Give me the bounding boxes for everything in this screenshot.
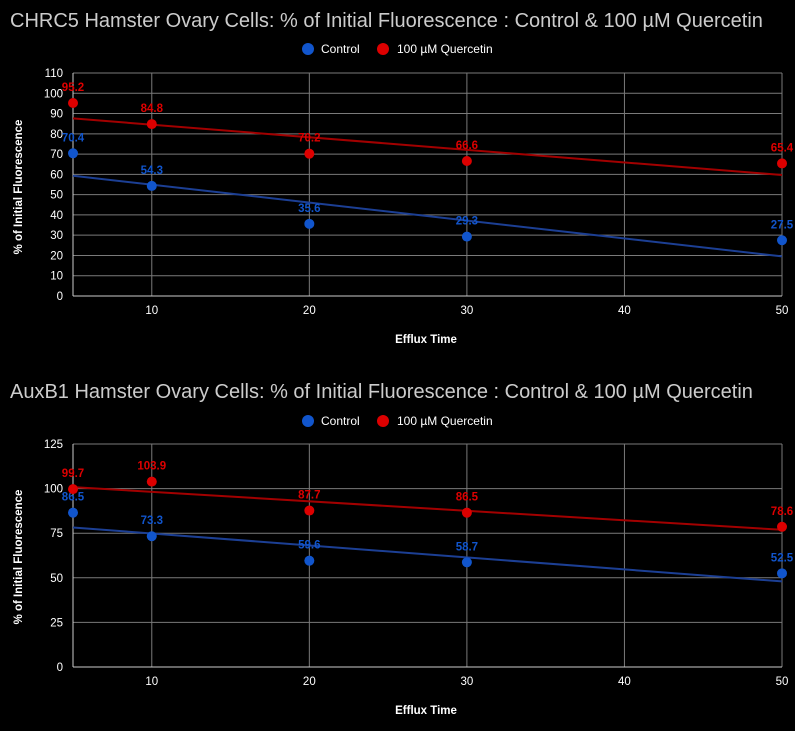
chart-2-quercetin-label-20: 87.7 (298, 490, 320, 502)
chart-2-xtick-40: 40 (618, 676, 631, 688)
chart-1-control-point-5 (68, 148, 78, 159)
chart-2-ylabel: % of Initial Fluorescence (13, 490, 25, 625)
chart-2-xtick-20: 20 (303, 676, 316, 688)
chart-1-quercetin-label-30: 66.6 (456, 140, 478, 152)
chart-2-quercetin-label-10: 103.9 (137, 461, 166, 473)
chart-1-xtick-40: 40 (618, 305, 631, 317)
chart-2-control-label-20: 59.6 (298, 540, 320, 552)
chart-1-legend: Control 100 µM Quercetin (302, 42, 493, 56)
chart-2-trendline-quercetin (72, 486, 783, 531)
chart-1-plot-area: 0 10 20 30 40 50 60 70 80 90 100 110 10 20 30 40 50 70.4 5… (44, 68, 794, 317)
chart-1-ytick-110: 110 (45, 68, 63, 80)
chart-2-ytick-125: 125 (44, 439, 63, 451)
chart-1-title: CHRC5 Hamster Ovary Cells: % of Initial … (10, 10, 763, 32)
chart-1-ytick-100: 100 (44, 88, 63, 100)
chart-2-quercetin-point-10 (146, 476, 157, 487)
chart-1-ytick-50: 50 (50, 190, 63, 202)
chart-2-quercetin-point-5 (68, 484, 78, 495)
chart-2-xlabel: Efflux Time (395, 705, 457, 717)
chart-1-quercetin-point-10 (146, 119, 157, 130)
chart-1-quercetin-point-30 (461, 155, 472, 166)
chart-2-xtick-50: 50 (776, 676, 789, 688)
chart-1-ytick-60: 60 (50, 169, 63, 181)
chart-1-ytick-90: 90 (50, 109, 63, 121)
chart-1-ytick-40: 40 (50, 210, 63, 222)
chart-2-legend-quercetin-label: 100 µM Quercetin (397, 414, 493, 428)
chart-1-quercetin-point-50 (777, 158, 787, 169)
chart-1-legend-control-label: Control (321, 42, 360, 56)
chart-1-control-point-20 (304, 218, 315, 229)
chart-2-legend: Control 100 µM Quercetin (302, 414, 493, 428)
chart-1-control-point-30 (461, 231, 472, 242)
chart-2-title: AuxB1 Hamster Ovary Cells: % of Initial … (10, 381, 753, 403)
chart-1-quercetin-label-50: 65.4 (771, 142, 794, 154)
chart-1-ytick-10: 10 (50, 271, 63, 283)
chart-1-control-label-50: 27.5 (771, 219, 794, 231)
chart-2-ytick-50: 50 (50, 573, 63, 585)
chart-1-xlabel: Efflux Time (395, 334, 457, 346)
chart-1-control-label-10: 54.3 (141, 165, 163, 177)
chart-1-legend-quercetin-marker (377, 43, 389, 55)
chart-2-xtick-30: 30 (460, 676, 473, 688)
chart-2-control-point-5 (68, 507, 78, 518)
chart-2-control-label-5: 86.5 (62, 492, 85, 504)
chart-2-quercetin-label-5: 99.7 (62, 468, 84, 480)
chart-1-trendline-quercetin (72, 117, 783, 177)
chart-1-quercetin-point-5 (68, 98, 78, 109)
chart-1-ylabel: % of Initial Fluorescence (13, 120, 25, 255)
chart-1-quercetin-label-20: 70.2 (298, 133, 320, 145)
chart-1-control-point-50 (777, 235, 787, 246)
chart-1-ytick-80: 80 (50, 129, 63, 141)
chart-1-ytick-70: 70 (50, 149, 63, 161)
chart-1-ytick-30: 30 (50, 230, 63, 242)
chart-2-xtick-10: 10 (145, 676, 158, 688)
chart-1-control-point-10 (146, 180, 157, 191)
chart-2-legend-quercetin-marker (377, 415, 389, 427)
chart-2-quercetin-point-20 (304, 505, 315, 516)
chart-1-quercetin-label-10: 84.8 (141, 103, 164, 115)
chart-2-ytick-100: 100 (44, 484, 63, 496)
chart-2-control-point-30 (461, 557, 472, 568)
chart-2-control-label-50: 52.5 (771, 552, 794, 564)
chart-1-legend-control-marker (302, 43, 314, 55)
chart-1-control-label-30: 29.3 (456, 216, 478, 228)
chart-1-trendline-control (72, 174, 783, 258)
chart-2-ytick-75: 75 (50, 528, 63, 540)
chart-2-control-point-50 (777, 568, 787, 579)
chart-2-ytick-25: 25 (50, 617, 63, 629)
chart-1-control-label-5: 70.4 (62, 132, 85, 144)
chart-1-quercetin-label-5: 95.2 (62, 82, 84, 94)
chart-2-control-point-20 (304, 555, 315, 566)
chart-2-quercetin-label-50: 78.6 (771, 506, 793, 518)
chart-2-quercetin-point-50 (777, 521, 787, 532)
chart-1-ytick-0: 0 (57, 291, 63, 303)
chart-1-xtick-20: 20 (303, 305, 316, 317)
chart-1-xtick-50: 50 (776, 305, 789, 317)
chart-2-plot-area: 0 25 50 75 100 125 10 20 30 40 50 86.5 73.3 59.6 58.7 5… (44, 439, 794, 688)
chart-2-control-point-10 (146, 531, 157, 542)
chart-2-quercetin-label-30: 86.5 (456, 492, 479, 504)
chart-1-control-label-20: 35.6 (298, 203, 320, 215)
chart-2-trendline-control (72, 526, 783, 583)
chart-2-control-label-30: 58.7 (456, 541, 478, 553)
chart-1-ytick-20: 20 (50, 250, 63, 262)
chart-1-xtick-30: 30 (460, 305, 473, 317)
chart-1-legend-quercetin-label: 100 µM Quercetin (397, 42, 493, 56)
chart-2-quercetin-point-30 (461, 507, 472, 518)
chart-2-legend-control-label: Control (321, 414, 360, 428)
chart-2-ytick-0: 0 (57, 662, 63, 674)
chart-1-xtick-10: 10 (145, 305, 158, 317)
chart-2-legend-control-marker (302, 415, 314, 427)
chart-2-control-label-10: 73.3 (141, 515, 163, 527)
chart-1-quercetin-point-20 (304, 148, 315, 159)
